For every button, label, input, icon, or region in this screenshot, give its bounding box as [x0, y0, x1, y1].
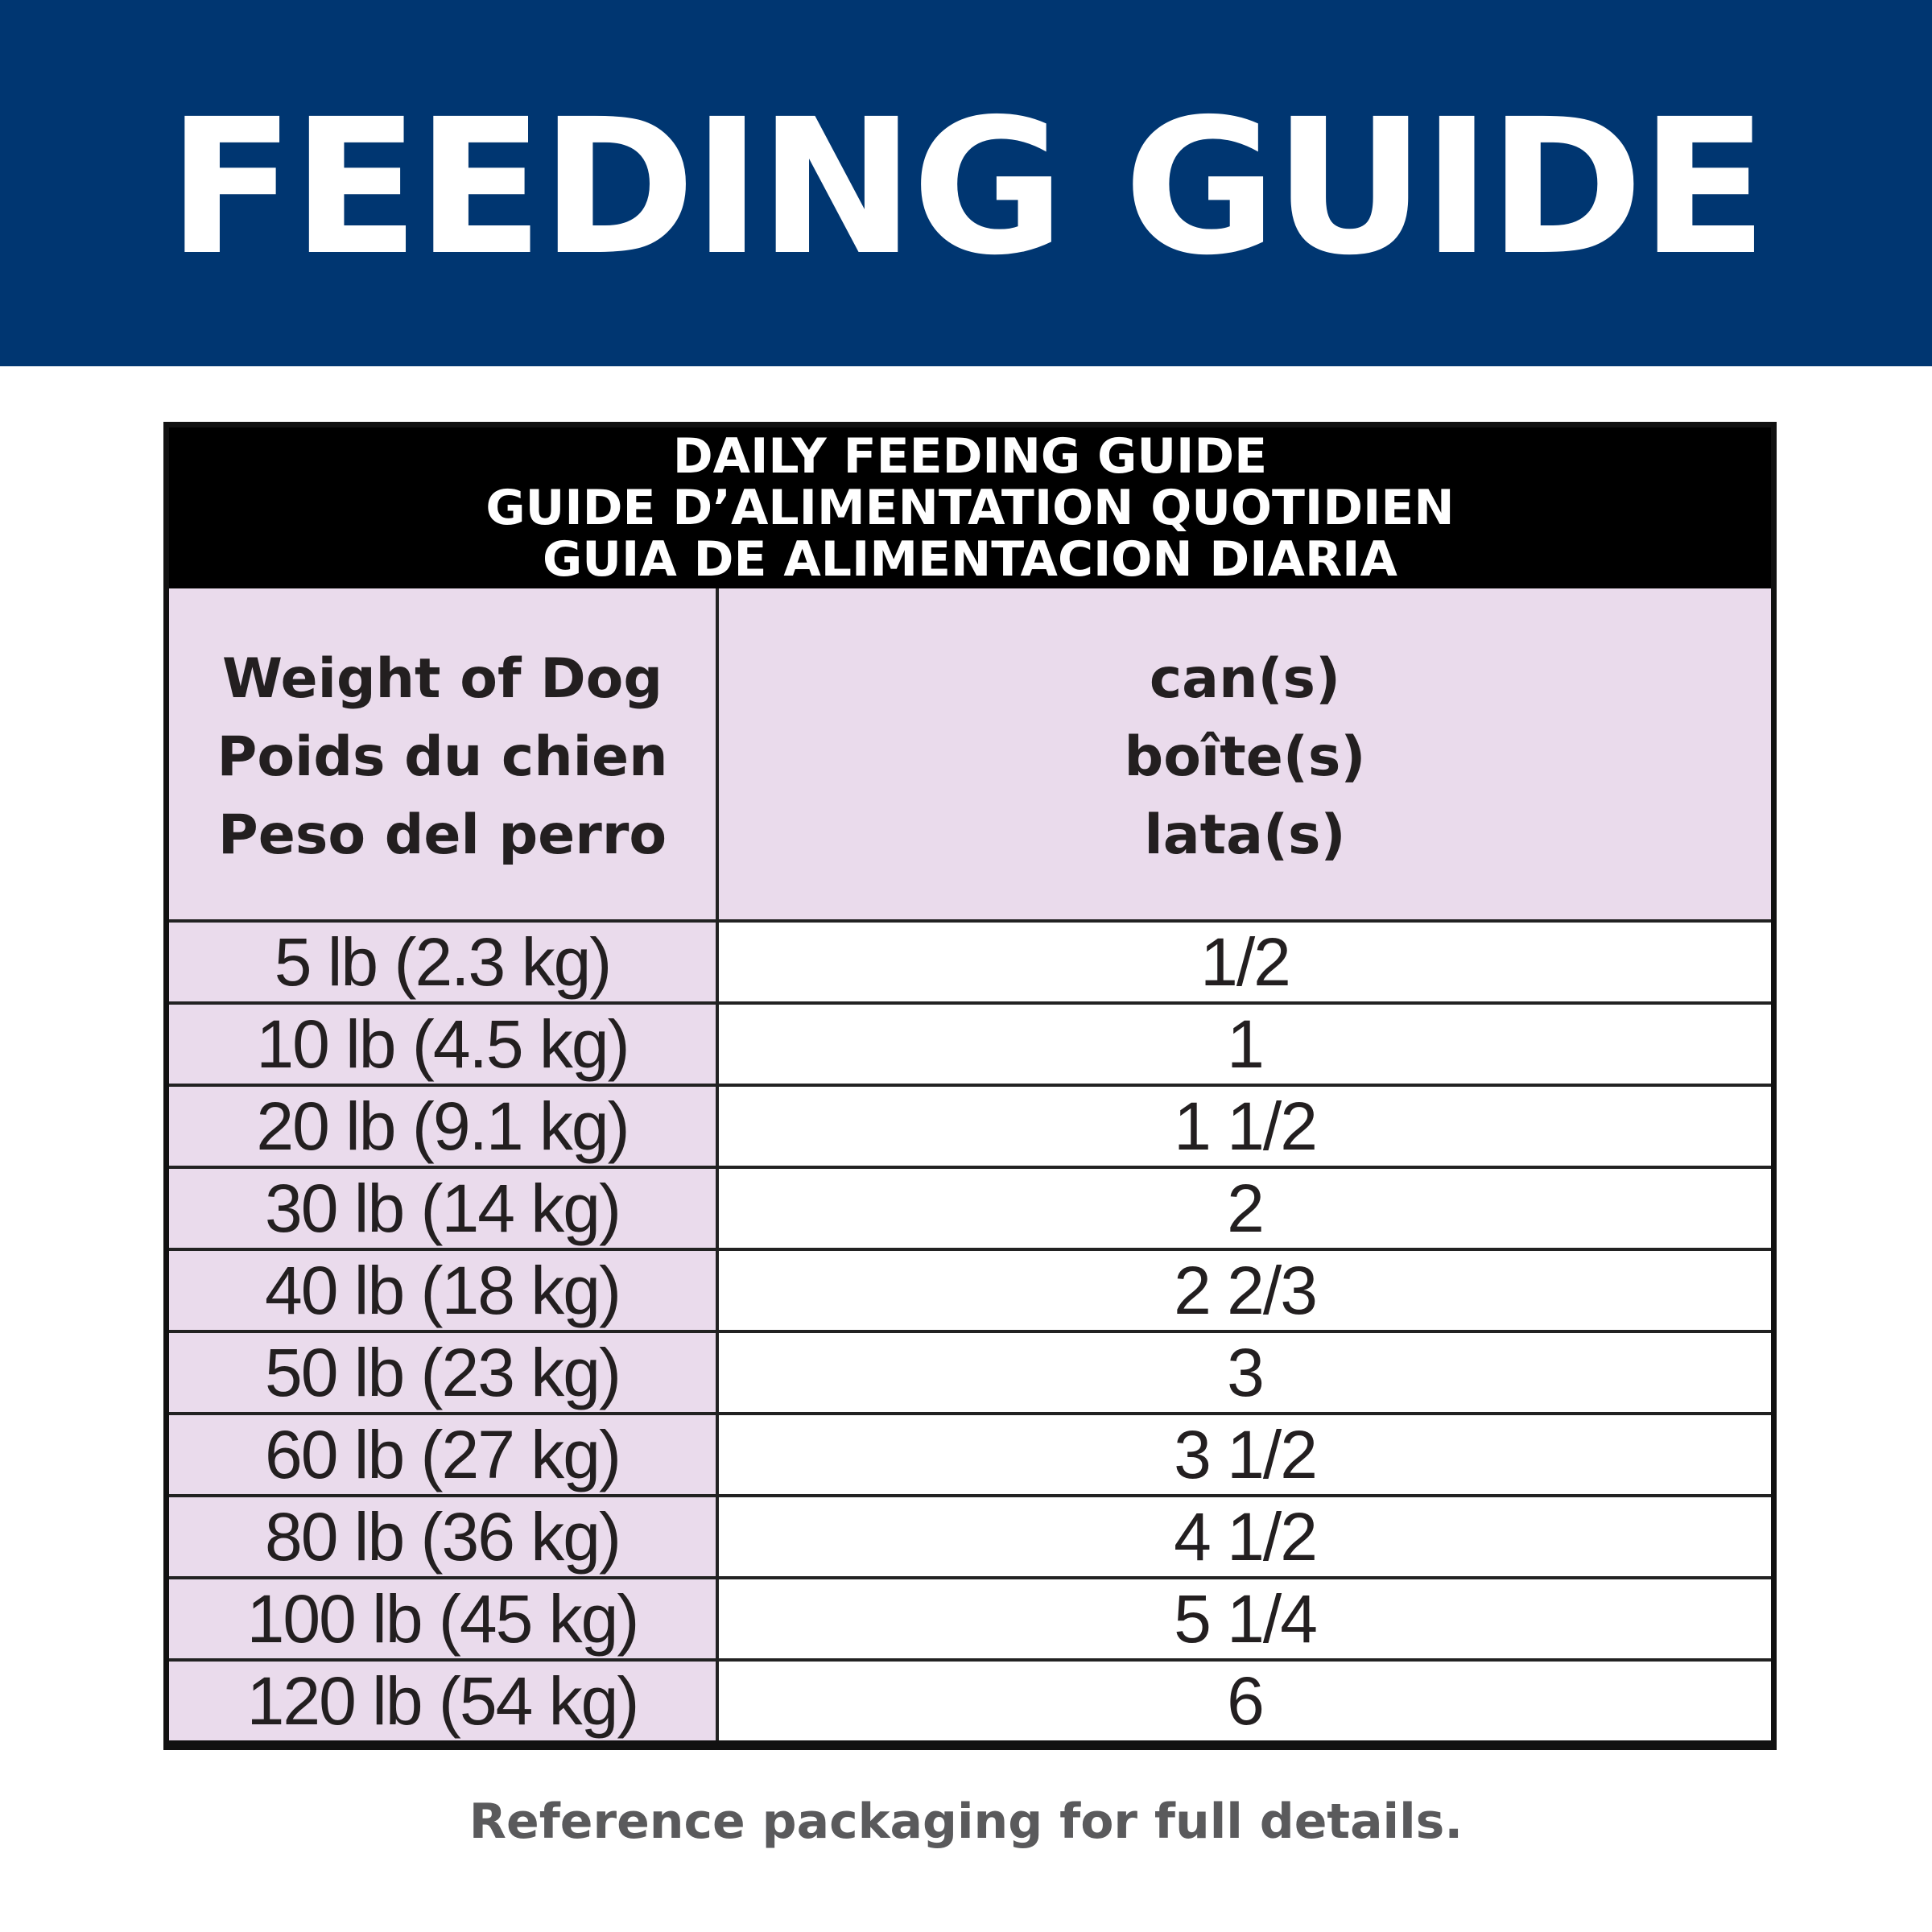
cans-cell: 1 1/2 — [719, 1087, 1771, 1166]
cans-cell: 6 — [719, 1662, 1771, 1740]
weight-cell: 120 lb (54 kg) — [169, 1662, 719, 1740]
cans-cell: 1/2 — [719, 923, 1771, 1001]
footnote: Reference packaging for full details. — [469, 1794, 1463, 1850]
weight-cell: 30 lb (14 kg) — [169, 1169, 719, 1248]
weight-header-en: Weight of Dog — [221, 647, 663, 711]
cans-header-fr: boîte(s) — [1124, 725, 1366, 789]
weight-cell: 60 lb (27 kg) — [169, 1415, 719, 1494]
table-row: 20 lb (9.1 kg) 1 1/2 — [169, 1087, 1771, 1169]
table-title-line-en: DAILY FEEDING GUIDE — [672, 428, 1268, 485]
header-row: Weight of Dog Poids du chien Peso del pe… — [169, 588, 1771, 923]
cans-column-header: can(s) boîte(s) lata(s) — [719, 588, 1771, 919]
table-row: 100 lb (45 kg) 5 1/4 — [169, 1579, 1771, 1662]
table-row: 80 lb (36 kg) 4 1/2 — [169, 1497, 1771, 1579]
table-row: 5 lb (2.3 kg) 1/2 — [169, 923, 1771, 1005]
table-row: 30 lb (14 kg) 2 — [169, 1169, 1771, 1251]
table-grid: Weight of Dog Poids du chien Peso del pe… — [169, 588, 1771, 1740]
weight-header-fr: Poids du chien — [217, 725, 668, 789]
weight-cell: 80 lb (36 kg) — [169, 1497, 719, 1576]
table-title: DAILY FEEDING GUIDE GUIDE D’ALIMENTATION… — [169, 427, 1771, 588]
cans-cell: 5 1/4 — [719, 1579, 1771, 1658]
weight-cell: 10 lb (4.5 kg) — [169, 1005, 719, 1084]
page-title: FEEDING GUIDE — [167, 78, 1768, 296]
weight-cell: 100 lb (45 kg) — [169, 1579, 719, 1658]
table-row: 60 lb (27 kg) 3 1/2 — [169, 1415, 1771, 1497]
weight-cell: 40 lb (18 kg) — [169, 1251, 719, 1330]
table-row: 120 lb (54 kg) 6 — [169, 1662, 1771, 1740]
cans-cell: 1 — [719, 1005, 1771, 1084]
table-title-line-fr: GUIDE D’ALIMENTATION QUOTIDIEN — [485, 480, 1455, 536]
feeding-table: DAILY FEEDING GUIDE GUIDE D’ALIMENTATION… — [163, 422, 1777, 1750]
cans-header-es: lata(s) — [1144, 803, 1346, 867]
cans-header-en: can(s) — [1149, 647, 1341, 711]
cans-cell: 3 1/2 — [719, 1415, 1771, 1494]
cans-cell: 2 2/3 — [719, 1251, 1771, 1330]
cans-cell: 3 — [719, 1333, 1771, 1412]
weight-cell: 20 lb (9.1 kg) — [169, 1087, 719, 1166]
table-row: 10 lb (4.5 kg) 1 — [169, 1005, 1771, 1087]
weight-cell: 5 lb (2.3 kg) — [169, 923, 719, 1001]
table-row: 40 lb (18 kg) 2 2/3 — [169, 1251, 1771, 1333]
cans-cell: 2 — [719, 1169, 1771, 1248]
table-row: 50 lb (23 kg) 3 — [169, 1333, 1771, 1415]
title-banner: FEEDING GUIDE — [0, 0, 1932, 366]
table-title-line-es: GUIA DE ALIMENTACION DIARIA — [543, 531, 1397, 588]
weight-column-header: Weight of Dog Poids du chien Peso del pe… — [169, 588, 719, 919]
weight-header-es: Peso del perro — [217, 803, 667, 867]
cans-cell: 4 1/2 — [719, 1497, 1771, 1576]
weight-cell: 50 lb (23 kg) — [169, 1333, 719, 1412]
